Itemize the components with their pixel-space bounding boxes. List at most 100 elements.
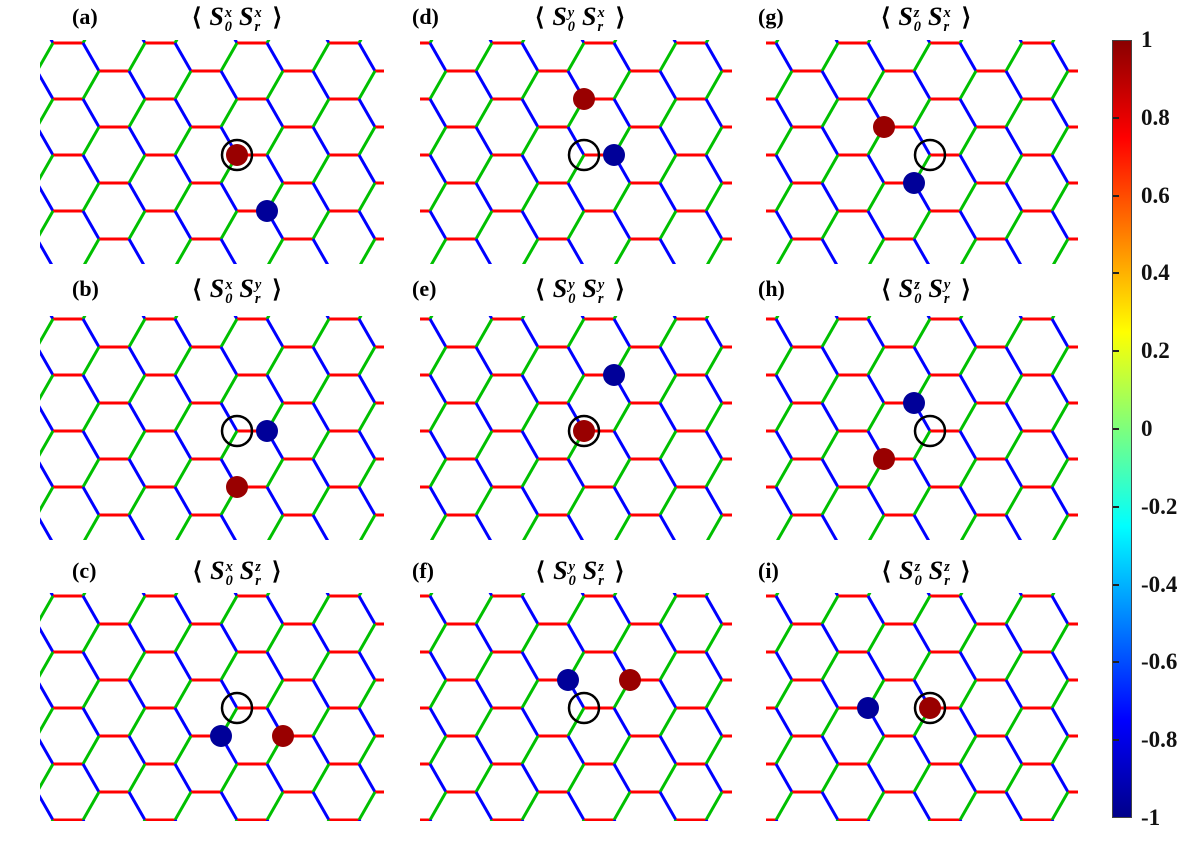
- bond-up-slant: [173, 316, 179, 320]
- bond-down-slant: [488, 593, 494, 597]
- bond-up-slant: [265, 316, 271, 320]
- bond-down-slant: [866, 763, 886, 793]
- bond-down-slant: [704, 707, 724, 737]
- bond-up-slant: [704, 346, 724, 376]
- honeycomb-lattice: [766, 593, 1078, 821]
- bond-up-slant: [174, 238, 193, 264]
- left-angle-bracket: ⟨: [192, 277, 202, 303]
- colorbar-tick-label: -1: [1141, 805, 1161, 830]
- bond-up-slant: [474, 486, 494, 516]
- spin-operator-symbol: S: [898, 2, 913, 31]
- bond-down-slant: [311, 735, 331, 765]
- honeycomb-lattice: [40, 40, 384, 264]
- bond-up-slant: [173, 735, 193, 765]
- bond-up-slant: [1004, 430, 1024, 460]
- bond-up-slant: [81, 316, 87, 320]
- bond-up-slant: [357, 70, 377, 100]
- bond-up-slant: [820, 154, 840, 184]
- bond-down-slant: [311, 514, 330, 540]
- bond-up-slant: [521, 238, 540, 264]
- bond-down-slant: [658, 735, 678, 765]
- bond-down-slant: [311, 238, 330, 264]
- bond-down-slant: [1004, 791, 1024, 821]
- bond-up-slant: [358, 514, 377, 540]
- bond-up-slant: [704, 316, 710, 320]
- bond-up-slant: [912, 486, 932, 516]
- bond-up-slant: [81, 458, 101, 488]
- bond-down-slant: [428, 98, 448, 128]
- bond-down-slant: [474, 126, 494, 156]
- bond-up-slant: [428, 126, 448, 156]
- bond-up-slant: [174, 514, 193, 540]
- bond-down-slant: [428, 374, 448, 404]
- site-subscript: 0: [225, 573, 233, 590]
- bond-down-slant: [40, 241, 54, 264]
- bond-down-slant: [1018, 593, 1024, 597]
- bond-up-slant: [958, 70, 978, 100]
- right-angle-bracket: ⟩: [614, 559, 625, 585]
- bond-up-slant: [704, 40, 710, 44]
- bond-down-slant: [566, 791, 586, 821]
- bond-up-slant: [358, 238, 377, 264]
- bond-down-slant: [428, 595, 448, 625]
- bond-up-slant: [927, 819, 932, 821]
- bond-down-slant: [265, 763, 285, 793]
- bond-down-slant: [428, 210, 448, 240]
- bond-up-slant: [774, 182, 794, 212]
- bond-down-slant: [1050, 210, 1070, 240]
- bond-down-slant: [40, 185, 55, 212]
- honeycomb-lattice: [766, 316, 1078, 540]
- bond-up-slant: [612, 791, 632, 821]
- honeycomb-lattice: [40, 593, 384, 821]
- bond-up-slant: [658, 486, 678, 516]
- bond-down-slant: [1018, 40, 1024, 44]
- bond-up-slant: [1004, 595, 1024, 625]
- bond-down-slant: [474, 735, 494, 765]
- bond-up-slant: [520, 40, 526, 44]
- bond-down-slant: [566, 346, 586, 376]
- bond-up-slant: [658, 595, 678, 625]
- spin-operator-symbol: S: [582, 274, 597, 303]
- bond-up-slant: [1050, 316, 1056, 320]
- bond-up-slant: [1004, 98, 1024, 128]
- bond-up-slant: [40, 42, 55, 69]
- panel-label: (i): [758, 558, 779, 583]
- bond-down-slant: [958, 42, 978, 72]
- panel-label: (d): [412, 4, 439, 29]
- colorbar-tick-label: -0.4: [1141, 571, 1178, 597]
- bond-up-slant: [1004, 707, 1024, 737]
- bond-up-slant: [520, 791, 540, 821]
- spin-operator-symbol: S: [209, 2, 224, 31]
- correlation-dot-positive: [272, 725, 294, 747]
- bond-down-slant: [311, 126, 331, 156]
- bond-down-slant: [311, 458, 331, 488]
- bond-down-slant: [40, 738, 55, 765]
- bond-up-slant: [704, 126, 724, 156]
- bond-down-slant: [357, 595, 377, 625]
- bond-up-slant: [40, 595, 55, 622]
- bond-down-slant: [428, 707, 448, 737]
- bond-up-slant: [958, 316, 964, 320]
- spin-operator-symbol: S: [928, 556, 944, 585]
- bond-down-slant: [580, 316, 586, 320]
- bond-up-slant: [81, 182, 101, 212]
- bond-down-slant: [127, 70, 147, 100]
- bond-up-slant: [704, 182, 724, 212]
- bond-up-slant: [820, 486, 840, 516]
- honeycomb-lattice: [766, 40, 1078, 264]
- bond-down-slant: [520, 651, 540, 681]
- bond-down-slant: [866, 819, 871, 821]
- bond-down-slant: [1004, 182, 1024, 212]
- bond-up-slant: [40, 763, 55, 790]
- bond-up-slant: [428, 346, 448, 376]
- correlation-dot-positive: [226, 476, 248, 498]
- bond-down-slant: [1050, 819, 1055, 821]
- site-subscript: r: [943, 291, 950, 308]
- bond-down-slant: [612, 430, 632, 460]
- bond-up-slant: [428, 182, 448, 212]
- bond-down-slant: [1004, 126, 1024, 156]
- bond-down-slant: [704, 374, 724, 404]
- bond-down-slant: [173, 707, 193, 737]
